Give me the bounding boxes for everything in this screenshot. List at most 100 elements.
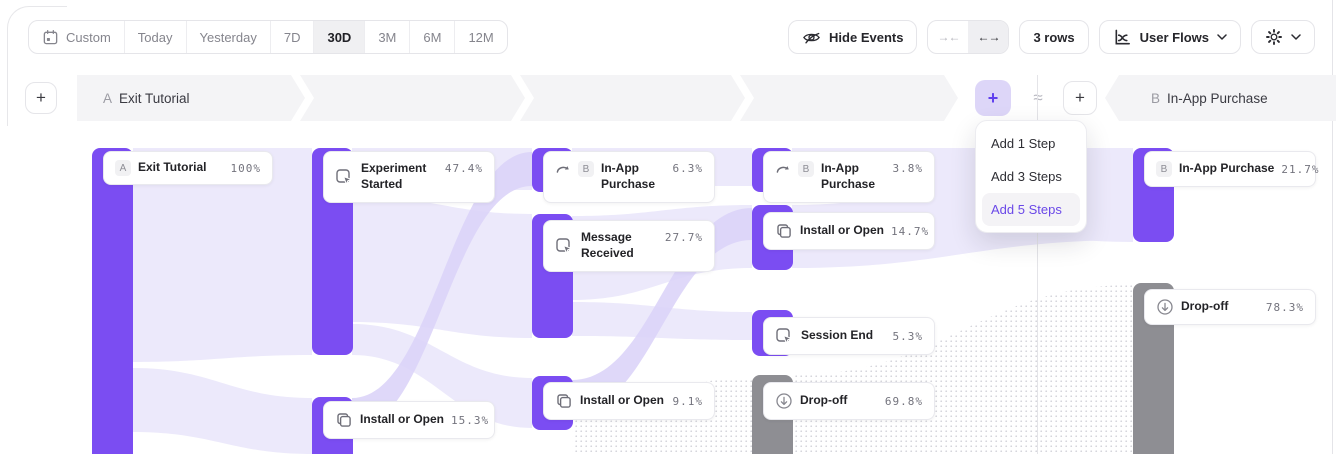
flow-node-drop-off-78[interactable]: Drop-off 78.3% [1144,289,1316,325]
toolbar: Custom Today Yesterday 7D 30D 3M 6M 12M Hide Ev… [0,0,1336,66]
date-range-label: Today [137,29,173,45]
node-percentage: 47.4% [444,162,483,175]
redo-icon [775,161,791,177]
flow-ribbon [352,152,532,430]
event-badge-b: B [578,161,594,177]
node-title: Install or Open [800,223,885,238]
plus-icon: + [987,87,999,108]
menu-item-add-5-steps[interactable]: Add 5 Steps [982,193,1080,226]
eye-off-icon [802,28,821,47]
node-title: Drop-off [1181,299,1229,314]
node-percentage: 6.3% [672,162,703,175]
click-icon [555,237,574,256]
flow-node-experiment-started[interactable]: Experiment Started 47.4% [323,151,495,203]
collapse-width-button[interactable]: →← [928,21,968,53]
step-header-a[interactable]: A Exit Tutorial [77,75,958,121]
flow-node-in-app-purchase-21[interactable]: B In-App Purchase 21.7% [1144,151,1320,187]
step-b-title: In-App Purchase [1167,90,1268,106]
flow-node-install-or-open-15[interactable]: Install or Open 15.3% [323,401,495,439]
node-percentage: 3.8% [892,162,923,175]
date-range-3m[interactable]: 3M [365,21,411,53]
flow-node-in-app-purchase-6[interactable]: B In-App Purchase 6.3% [543,151,715,203]
copy-icon [555,392,573,410]
date-range-6m[interactable]: 6M [410,21,456,53]
date-range-label: 6M [423,29,442,45]
hide-events-label: Hide Events [829,29,904,45]
view-type-dropdown[interactable]: User Flows [1098,20,1241,54]
add-step-right-button[interactable]: + [1063,81,1097,115]
event-badge-b: B [1156,161,1172,177]
user-flows-icon [1113,28,1132,47]
redo-icon [555,161,571,177]
node-title: Exit Tutorial [138,160,207,175]
node-percentage: 15.3% [451,413,490,427]
click-icon [335,168,354,187]
settings-dropdown[interactable] [1251,20,1315,54]
node-title: Message Received [581,230,634,260]
collapse-arrows-icon: →← [937,30,960,44]
node-title: Drop-off [800,393,848,408]
chevron-down-icon [1217,34,1227,40]
copy-icon [775,222,793,240]
date-range-label: 3M [378,29,397,45]
step-b-letter: B [1151,90,1161,106]
menu-item-add-1-step[interactable]: Add 1 Step [991,136,1056,151]
flow-ribbon [792,285,1133,454]
plus-icon: + [36,88,46,107]
copy-icon [335,411,353,429]
flow-ribbon [133,148,312,362]
dropoff-icon [775,392,793,410]
node-title: Install or Open [580,393,665,408]
hide-events-button[interactable]: Hide Events [788,20,918,54]
date-range-30d[interactable]: 30D [314,21,366,53]
chevron-down-icon [1291,34,1301,40]
add-steps-menu: Add 1 Step Add 3 Steps Add 5 Steps [975,120,1087,233]
flow-node-drop-off-69[interactable]: Drop-off 69.8% [763,382,935,420]
node-percentage: 5.3% [892,329,923,343]
node-percentage: 14.7% [891,224,930,238]
plus-icon: + [1075,88,1085,107]
event-badge-b: B [798,161,814,177]
node-percentage: 21.7% [1281,162,1320,176]
flow-node-install-or-open-14[interactable]: Install or Open 14.7% [763,212,935,250]
date-range-group: Custom Today Yesterday 7D 30D 3M 6M 12M [28,20,508,54]
section-divider [1037,75,1038,454]
add-step-left-button[interactable]: + [25,82,57,114]
panel-right-border [1332,0,1333,454]
gear-icon [1265,28,1283,46]
event-badge-a: A [115,160,131,176]
node-percentage: 9.1% [672,394,703,408]
date-range-7d[interactable]: 7D [271,21,315,53]
date-range-yesterday[interactable]: Yesterday [187,21,271,53]
date-range-12m[interactable]: 12M [455,21,506,53]
flow-ribbon [352,196,532,338]
flow-node-exit-tutorial[interactable]: A Exit Tutorial 100% [103,151,273,185]
width-toggle: →← ←→ [927,20,1010,54]
date-range-label: 30D [327,29,352,45]
flow-node-install-or-open-9[interactable]: Install or Open 9.1% [543,382,715,420]
date-range-label: Yesterday [199,29,257,45]
date-range-today[interactable]: Today [125,21,187,53]
node-title: In-App Purchase [601,161,656,191]
date-range-custom[interactable]: Custom [29,21,125,53]
flow-bar-exit-tutorial[interactable] [92,148,133,454]
panel-corner-border [7,6,67,126]
step-a-letter: A [103,90,113,106]
view-type-label: User Flows [1139,29,1209,45]
step-header-b[interactable]: B In-App Purchase [1105,75,1336,121]
rows-button[interactable]: 3 rows [1019,20,1089,54]
date-range-label: 12M [468,29,494,45]
flow-node-session-end[interactable]: Session End 5.3% [763,317,935,355]
menu-item-add-3-steps[interactable]: Add 3 Steps [991,169,1062,184]
flow-node-in-app-purchase-3[interactable]: B In-App Purchase 3.8% [763,151,935,203]
expand-width-button[interactable]: ←→ [968,21,1009,53]
add-steps-button-active[interactable]: + [975,80,1011,116]
node-percentage: 100% [230,161,261,175]
approx-icon: ≈ [1026,86,1050,110]
node-title: In-App Purchase [1179,161,1275,176]
flow-node-message-received[interactable]: Message Received 27.7% [543,220,715,272]
node-title: Session End [801,328,874,343]
toolbar-right-group: Hide Events →← ←→ 3 rows User Flows [788,20,1315,54]
click-icon [775,327,794,346]
